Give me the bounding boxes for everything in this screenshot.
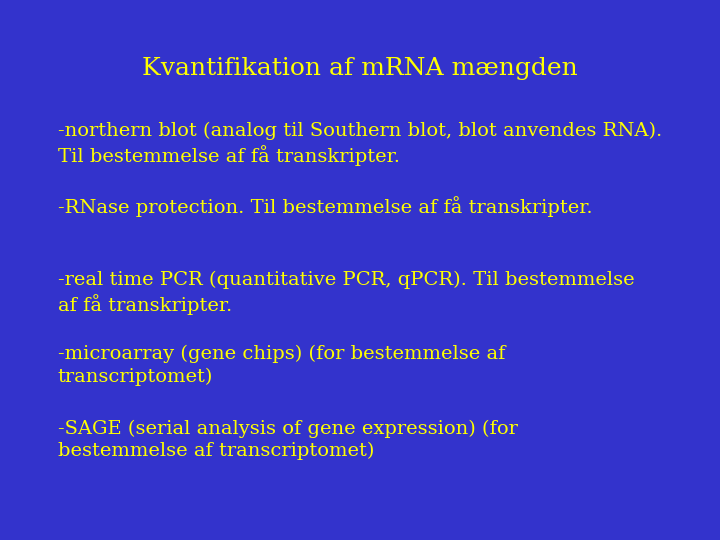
Text: Kvantifikation af mRNA mængden: Kvantifikation af mRNA mængden (142, 57, 578, 80)
Text: -RNase protection. Til bestemmelse af få transkripter.: -RNase protection. Til bestemmelse af få… (58, 196, 593, 217)
Text: -northern blot (analog til Southern blot, blot anvendes RNA).
Til bestemmelse af: -northern blot (analog til Southern blot… (58, 122, 662, 166)
Text: -microarray (gene chips) (for bestemmelse af
transcriptomet): -microarray (gene chips) (for bestemmels… (58, 345, 505, 386)
Text: -real time PCR (quantitative PCR, qPCR). Til bestemmelse
af få transkripter.: -real time PCR (quantitative PCR, qPCR).… (58, 271, 634, 315)
Text: -SAGE (serial analysis of gene expression) (for
bestemmelse af transcriptomet): -SAGE (serial analysis of gene expressio… (58, 420, 518, 461)
